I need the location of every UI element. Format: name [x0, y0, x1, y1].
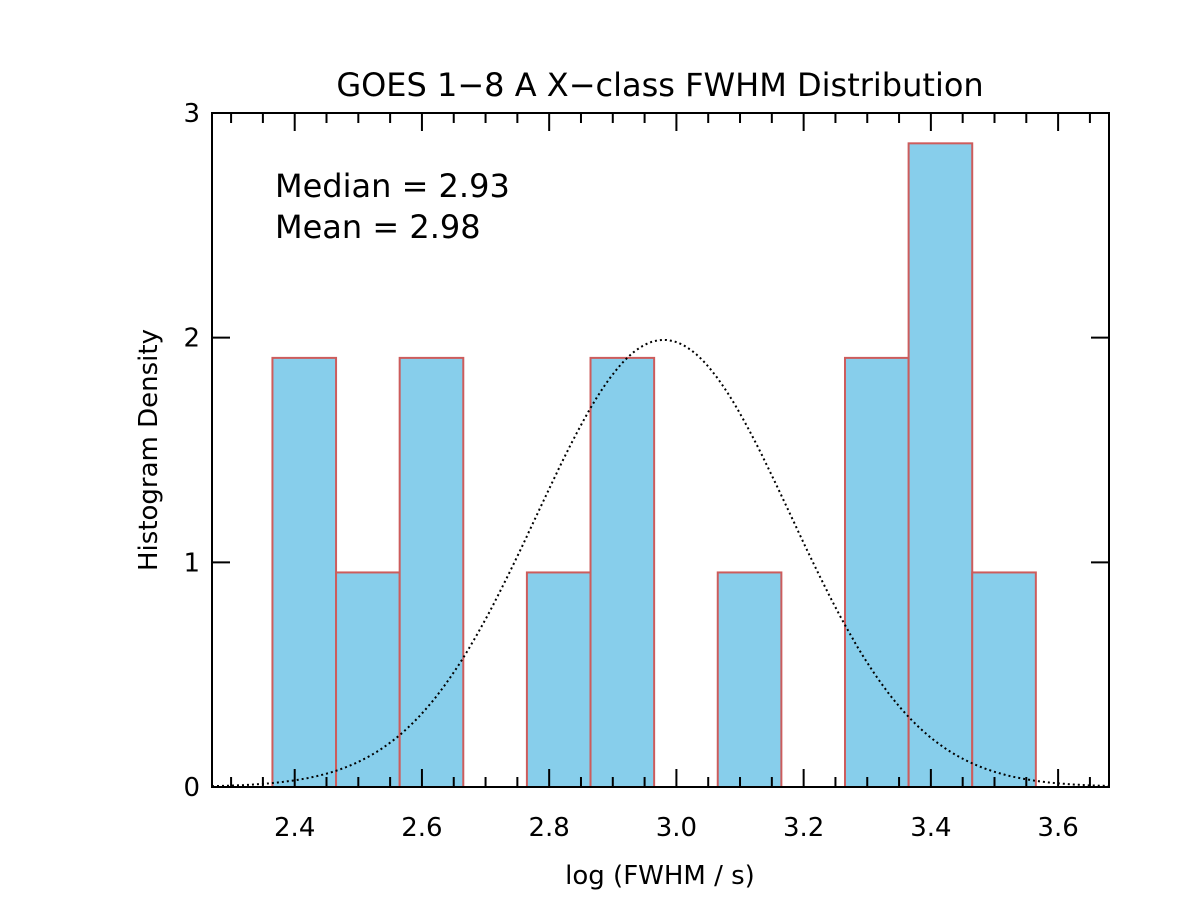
- x-tick-label: 3.2: [783, 813, 824, 843]
- histogram-bar-10: [907, 142, 974, 788]
- y-tick-label: 0: [183, 773, 200, 803]
- y-axis-label: Histogram Density: [134, 329, 164, 571]
- histogram-bar-5: [589, 356, 656, 788]
- histogram-bar-2: [398, 356, 465, 788]
- histogram-bar-9: [843, 356, 910, 788]
- histogram-bar-4: [525, 571, 592, 789]
- x-tick-label: 3.0: [656, 813, 697, 843]
- y-tick-label: 2: [183, 324, 200, 354]
- y-axis-ticks: 0 1 2 3: [183, 99, 1109, 803]
- annotation-mean: Mean = 2.98: [275, 208, 481, 246]
- gaussian-fit-curve: [211, 338, 1110, 788]
- x-tick-label: 2.6: [401, 813, 442, 843]
- annotation-median: Median = 2.93: [275, 167, 510, 205]
- x-tick-label: 3.4: [910, 813, 951, 843]
- x-tick-label: 3.6: [1037, 813, 1078, 843]
- x-axis-ticks: 2.4 2.6 2.8 3.0 3.2 3.4 3.6: [230, 113, 1091, 843]
- y-tick-label: 3: [183, 99, 200, 129]
- plot-frame: [211, 112, 1110, 788]
- y-tick-label: 1: [183, 548, 200, 578]
- histogram-bar-11: [971, 571, 1037, 789]
- histogram-bar-1: [335, 571, 401, 789]
- x-axis-label: log (FWHM / s): [565, 861, 755, 891]
- histogram-bar-7: [716, 571, 783, 789]
- histogram-bar-0: [271, 356, 338, 788]
- x-tick-label: 2.8: [528, 813, 569, 843]
- histogram-bars: [271, 142, 1037, 789]
- chart-title: GOES 1−8 A X−class FWHM Distribution: [336, 66, 983, 104]
- x-tick-label: 2.4: [274, 813, 315, 843]
